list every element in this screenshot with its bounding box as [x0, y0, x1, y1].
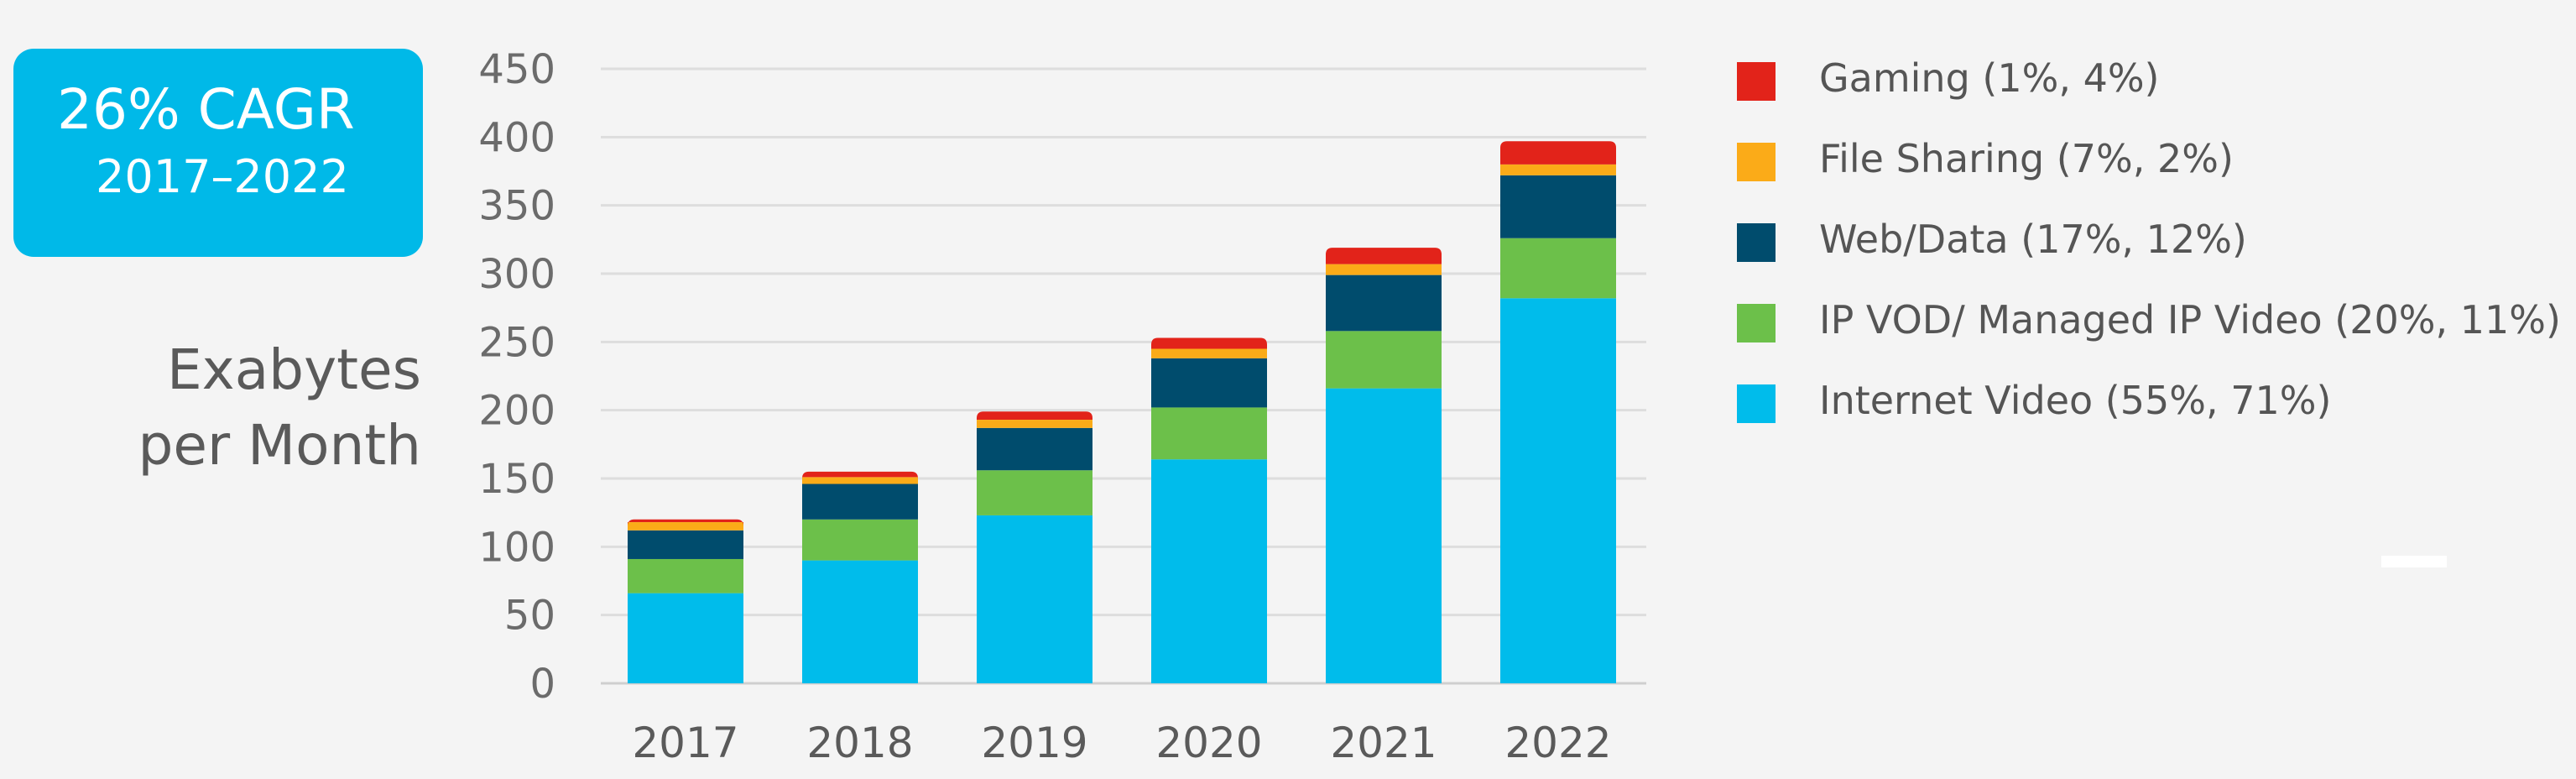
bar-segment — [628, 519, 743, 526]
legend-swatch — [1737, 304, 1776, 342]
legend-label: Internet Video (55%, 71%) — [1819, 378, 2332, 423]
legend-swatch — [1737, 62, 1776, 101]
y-tick-label: 100 — [478, 524, 555, 571]
legend-label: Web/Data (17%, 12%) — [1819, 217, 2247, 262]
corner-mark — [2381, 556, 2447, 567]
bar-segment — [1326, 388, 1442, 683]
y-tick-label: 450 — [478, 46, 555, 93]
y-tick-label: 150 — [478, 456, 555, 503]
bar-segment — [1500, 175, 1616, 238]
bar-segment — [977, 411, 1092, 421]
y-tick-label: 250 — [478, 319, 555, 366]
bar-segment — [1151, 459, 1267, 683]
legend-swatch — [1737, 384, 1776, 423]
bar-segment — [1500, 164, 1616, 175]
x-tick-label: 2017 — [632, 719, 738, 767]
y-axis-label-line-2: per Month — [138, 413, 421, 478]
y-axis-label-line-1: Exabytes — [166, 337, 421, 402]
x-tick-label: 2018 — [806, 719, 913, 767]
bar-segment — [1151, 358, 1267, 408]
bar-segment — [802, 477, 918, 484]
legend-item: Internet Video (55%, 71%) — [1737, 374, 2559, 455]
bar-segment — [628, 593, 743, 683]
bar-segment — [802, 471, 918, 478]
bar-segment — [1326, 331, 1442, 389]
x-tick-label: 2022 — [1504, 719, 1611, 767]
legend-item: Gaming (1%, 4%) — [1737, 52, 2559, 133]
x-tick-label: 2019 — [981, 719, 1087, 767]
legend: Gaming (1%, 4%) File Sharing (7%, 2%) Web/… — [1737, 52, 2561, 455]
y-tick-label: 400 — [478, 114, 555, 161]
legend-label: File Sharing (7%, 2%) — [1819, 136, 2234, 181]
cagr-value: 26% CAGR — [57, 77, 355, 142]
bar-segment — [628, 530, 743, 559]
legend-swatch — [1737, 223, 1776, 262]
legend-swatch — [1737, 143, 1776, 181]
x-tick-label: 2020 — [1155, 719, 1262, 767]
bar-segment — [802, 560, 918, 683]
y-tick-label: 200 — [478, 388, 555, 435]
legend-label: IP VOD/ Managed IP Video (20%, 11%) — [1819, 297, 2561, 342]
y-tick-label: 300 — [478, 251, 555, 298]
bar-segment — [977, 427, 1092, 471]
bar-segment — [1500, 141, 1616, 165]
bar-segment — [977, 420, 1092, 428]
bar-segment — [802, 484, 918, 520]
bar-segment — [802, 519, 918, 561]
bar-segment — [1151, 407, 1267, 460]
x-tick-label: 2021 — [1330, 719, 1437, 767]
bar-segment — [628, 558, 743, 593]
cagr-badge: 26% CAGR 2017–2022 — [13, 49, 423, 257]
bar-segment — [1500, 238, 1616, 299]
y-tick-label: 350 — [478, 183, 555, 230]
bar-segment — [1326, 248, 1442, 264]
bar-segment — [1151, 337, 1267, 349]
bar-segment — [1500, 298, 1616, 683]
cagr-period: 2017–2022 — [96, 150, 349, 203]
legend-item: IP VOD/ Managed IP Video (20%, 11%) — [1737, 294, 2561, 374]
legend-label: Gaming (1%, 4%) — [1819, 55, 2160, 101]
y-tick-label: 0 — [529, 661, 555, 708]
bar-segment — [628, 522, 743, 531]
bar-segment — [1326, 274, 1442, 332]
bar-segment — [1151, 348, 1267, 358]
bar-segment — [977, 470, 1092, 515]
bar-segment — [977, 515, 1092, 683]
legend-item: Web/Data (17%, 12%) — [1737, 213, 2559, 294]
legend-item: File Sharing (7%, 2%) — [1737, 133, 2559, 213]
bar-segment — [1326, 264, 1442, 275]
y-tick-label: 50 — [504, 593, 555, 640]
